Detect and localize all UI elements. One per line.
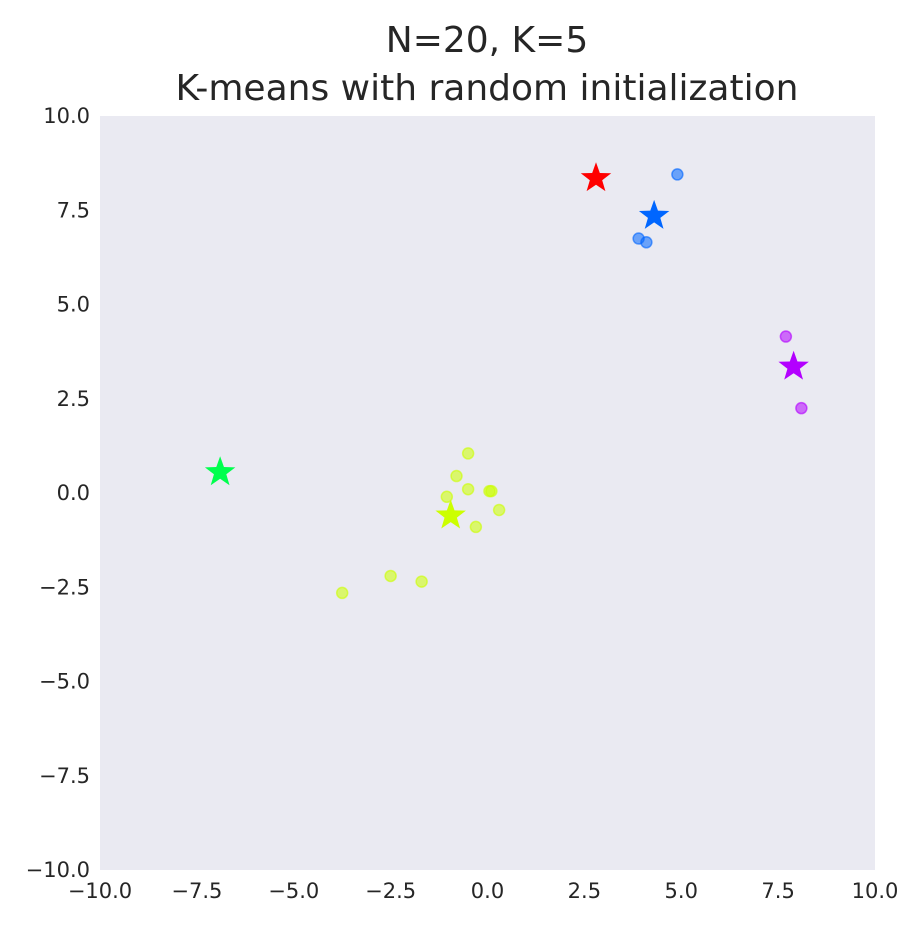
data-point	[492, 503, 506, 517]
x-tick-label: 5.0	[665, 879, 698, 903]
data-point	[779, 330, 793, 343]
y-tick-label: 5.0	[57, 293, 90, 317]
y-tick-label: 10.0	[43, 104, 90, 128]
y-tick-label: −2.5	[39, 575, 90, 599]
data-point	[640, 236, 653, 249]
data-point	[415, 575, 428, 588]
x-tick-label: 7.5	[761, 879, 794, 903]
x-tick-label: 10.0	[852, 879, 899, 903]
y-tick-label: 7.5	[57, 198, 90, 222]
y-tick-label: −7.5	[39, 764, 90, 788]
data-points	[335, 168, 808, 600]
x-axis-ticks: −10.0 −7.5 −5.0 −2.5 0.0 2.5 5.0 7.5 10.0	[68, 879, 899, 903]
y-tick-label: −10.0	[26, 858, 90, 882]
data-point	[450, 469, 463, 483]
y-tick-label: 0.0	[57, 481, 90, 505]
centroid-star-marker	[204, 456, 236, 486]
data-point	[440, 490, 454, 504]
x-tick-label: −7.5	[171, 879, 222, 903]
x-tick-label: −10.0	[68, 879, 132, 903]
data-point	[335, 586, 349, 600]
chart-title-line-1: N=20, K=5	[386, 20, 588, 61]
y-tick-label: −5.0	[39, 670, 90, 694]
data-point	[671, 168, 684, 181]
data-point	[461, 447, 475, 460]
y-axis-ticks: 10.0 7.5 5.0 2.5 0.0 −2.5 −5.0 −7.5 −10.0	[26, 104, 90, 882]
data-point	[485, 484, 498, 498]
x-tick-label: −5.0	[268, 879, 319, 903]
data-point	[795, 401, 808, 415]
y-tick-label: 2.5	[57, 387, 90, 411]
centroids	[204, 162, 809, 529]
data-point	[461, 482, 475, 496]
chart-title-line-2: K-means with random initialization	[176, 68, 799, 109]
x-tick-label: −2.5	[365, 879, 416, 903]
x-tick-label: 2.5	[568, 879, 601, 903]
centroid-star-marker	[580, 162, 612, 192]
centroid-star-marker	[778, 350, 809, 380]
centroid-star-marker	[435, 499, 466, 529]
data-point	[384, 569, 397, 583]
x-tick-label: 0.0	[471, 879, 504, 903]
centroid-star-marker	[638, 199, 670, 229]
data-point	[469, 520, 483, 534]
